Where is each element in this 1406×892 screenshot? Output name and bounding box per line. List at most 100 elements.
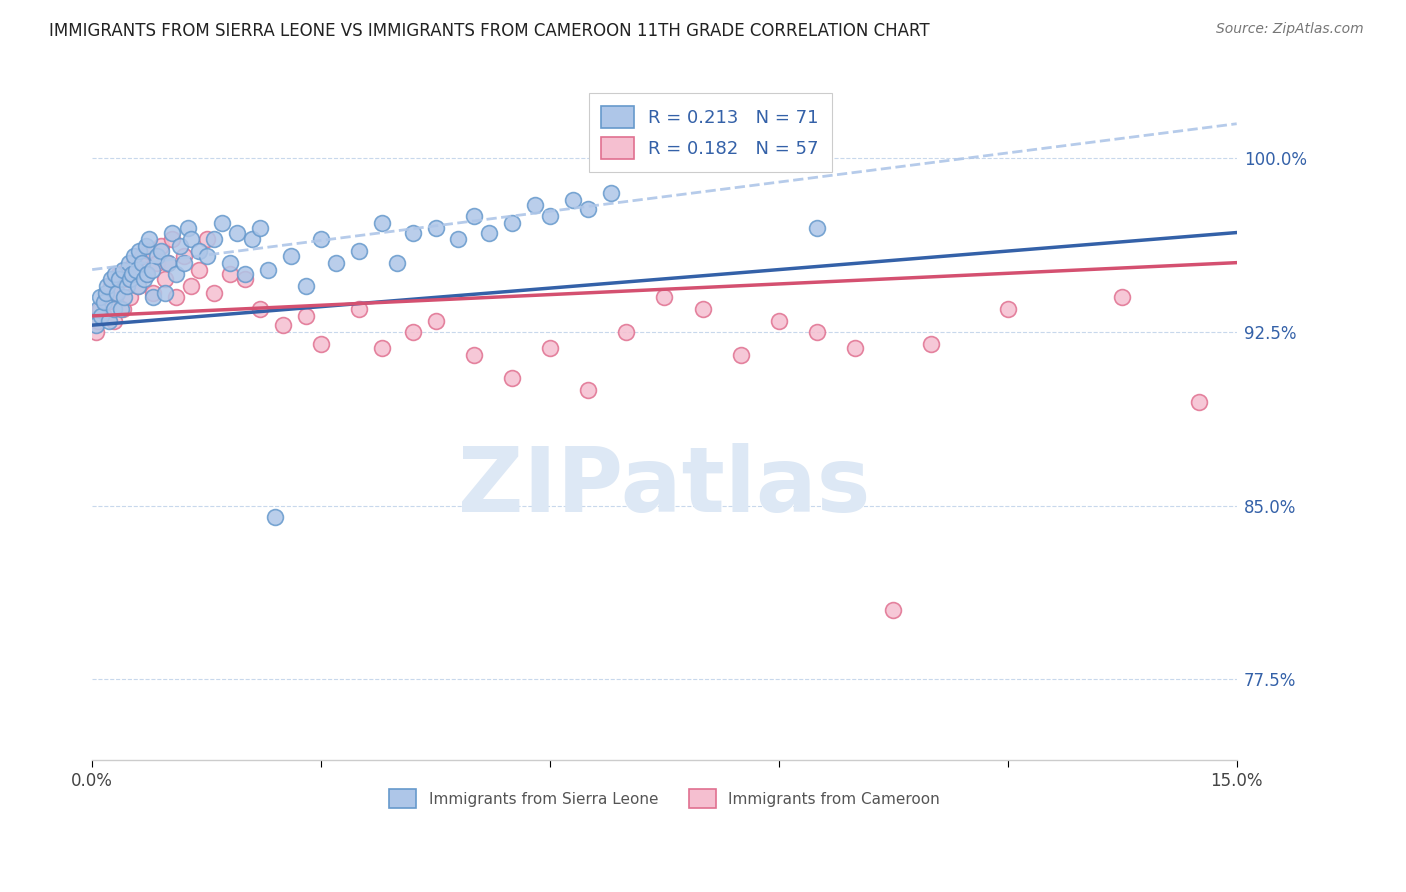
Point: [806, 221, 828, 235]
Point: [153, 285, 176, 300]
Point: [103, 313, 125, 327]
Point: [576, 383, 599, 397]
Point: [523, 198, 546, 212]
Point: [110, 301, 132, 316]
Point: [692, 301, 714, 316]
Point: [165, 267, 187, 281]
Point: [165, 290, 187, 304]
Point: [242, 232, 264, 246]
Point: [141, 262, 163, 277]
Point: [105, 285, 128, 300]
Point: [371, 216, 394, 230]
Point: [180, 232, 202, 246]
Point: [131, 249, 153, 263]
Point: [149, 244, 172, 258]
Point: [425, 313, 447, 327]
Point: [347, 244, 370, 258]
Point: [202, 285, 225, 300]
Point: [120, 272, 142, 286]
Point: [120, 290, 142, 304]
Point: [654, 290, 676, 304]
Point: [153, 272, 176, 286]
Point: [271, 318, 294, 333]
Point: [122, 249, 145, 263]
Point: [135, 267, 157, 281]
Point: [173, 249, 195, 263]
Point: [157, 255, 180, 269]
Point: [561, 193, 583, 207]
Point: [233, 272, 256, 286]
Point: [371, 341, 394, 355]
Point: [173, 255, 195, 269]
Point: [1187, 394, 1209, 409]
Point: [138, 232, 160, 246]
Point: [132, 272, 155, 286]
Text: ZIPatlas: ZIPatlas: [458, 443, 870, 532]
Point: [264, 510, 287, 524]
Point: [882, 603, 904, 617]
Point: [401, 325, 423, 339]
Point: [387, 255, 409, 269]
Point: [96, 278, 118, 293]
Point: [135, 239, 157, 253]
Point: [347, 301, 370, 316]
Point: [104, 285, 127, 300]
Point: [131, 255, 153, 269]
Point: [295, 309, 318, 323]
Point: [218, 255, 240, 269]
Point: [501, 371, 523, 385]
Point: [93, 309, 115, 323]
Point: [309, 232, 332, 246]
Point: [108, 272, 131, 286]
Point: [295, 278, 318, 293]
Point: [280, 249, 302, 263]
Point: [142, 285, 165, 300]
Point: [121, 267, 143, 281]
Legend: Immigrants from Sierra Leone, Immigrants from Cameroon: Immigrants from Sierra Leone, Immigrants…: [382, 783, 946, 814]
Point: [538, 210, 561, 224]
Point: [125, 262, 148, 277]
Point: [108, 267, 131, 281]
Point: [180, 278, 202, 293]
Point: [202, 232, 225, 246]
Text: Source: ZipAtlas.com: Source: ZipAtlas.com: [1216, 22, 1364, 37]
Point: [162, 232, 184, 246]
Point: [94, 290, 117, 304]
Point: [142, 290, 165, 304]
Point: [96, 295, 118, 310]
Point: [103, 301, 125, 316]
Point: [84, 318, 107, 333]
Point: [218, 267, 240, 281]
Point: [87, 301, 110, 316]
Point: [115, 262, 138, 277]
Point: [104, 267, 127, 281]
Point: [146, 249, 169, 263]
Point: [89, 301, 111, 316]
Point: [112, 290, 135, 304]
Point: [309, 336, 332, 351]
Point: [249, 221, 271, 235]
Point: [118, 255, 141, 269]
Point: [149, 239, 172, 253]
Point: [111, 262, 134, 277]
Point: [600, 186, 623, 201]
Point: [87, 313, 110, 327]
Point: [478, 226, 501, 240]
Point: [614, 325, 637, 339]
Point: [501, 216, 523, 230]
Point: [176, 221, 198, 235]
Point: [997, 301, 1019, 316]
Point: [112, 272, 135, 286]
Point: [233, 267, 256, 281]
Point: [188, 262, 211, 277]
Point: [401, 226, 423, 240]
Point: [730, 348, 752, 362]
Point: [538, 341, 561, 355]
Point: [447, 232, 470, 246]
Point: [806, 325, 828, 339]
Point: [127, 278, 149, 293]
Point: [1111, 290, 1133, 304]
Point: [463, 210, 485, 224]
Point: [463, 348, 485, 362]
Point: [921, 336, 943, 351]
